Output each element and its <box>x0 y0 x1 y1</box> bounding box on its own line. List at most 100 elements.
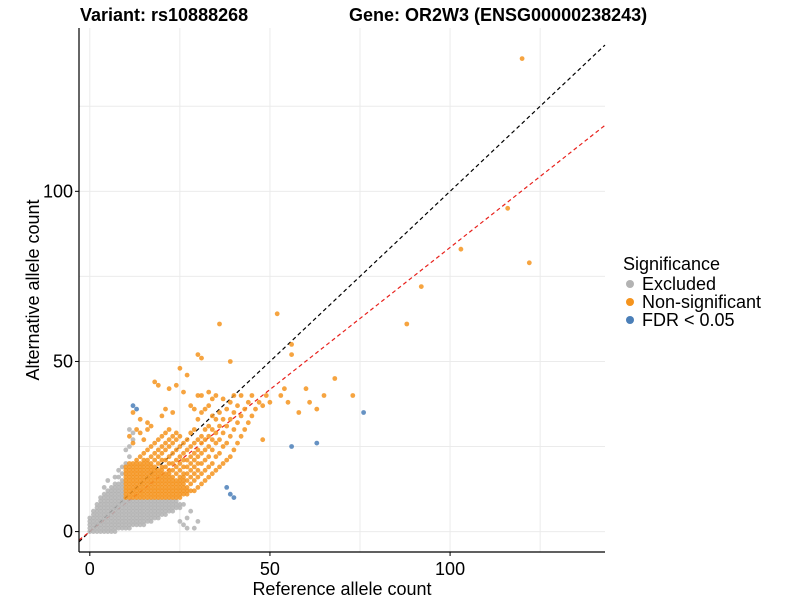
data-point <box>109 485 114 490</box>
data-point <box>227 454 233 460</box>
data-point <box>87 525 93 531</box>
legend-label: Excluded <box>642 274 716 294</box>
data-point <box>116 525 121 531</box>
data-point <box>112 491 118 497</box>
data-point <box>123 464 129 470</box>
data-point <box>173 382 179 388</box>
data-point <box>130 488 136 494</box>
data-point <box>101 495 107 500</box>
data-point <box>134 488 140 494</box>
data-point <box>177 502 183 507</box>
data-point <box>137 478 143 483</box>
data-point <box>163 502 168 507</box>
data-point <box>148 512 154 517</box>
data-point <box>148 491 154 497</box>
data-point <box>105 515 111 521</box>
data-point <box>87 519 93 524</box>
data-point <box>141 464 147 470</box>
data-point <box>188 467 194 473</box>
data-point <box>260 437 266 443</box>
data-point <box>137 461 143 466</box>
data-point <box>126 427 132 432</box>
data-point <box>199 393 204 398</box>
data-point <box>137 481 143 487</box>
data-point <box>98 525 103 531</box>
data-point <box>119 502 125 507</box>
data-point <box>199 410 204 415</box>
data-point <box>130 491 136 497</box>
data-point <box>159 450 165 456</box>
data-point <box>119 488 125 494</box>
data-point <box>213 393 219 398</box>
data-point <box>220 444 226 449</box>
data-point <box>184 525 190 531</box>
data-point <box>188 461 194 466</box>
data-point <box>177 488 183 494</box>
data-point <box>170 481 176 487</box>
data-point <box>130 485 136 490</box>
legend-key <box>626 280 634 288</box>
data-point <box>159 474 165 480</box>
data-point <box>123 481 129 487</box>
data-point <box>256 399 262 405</box>
data-point <box>173 491 179 497</box>
data-point <box>181 450 186 456</box>
data-point <box>130 430 136 436</box>
data-point <box>112 512 118 517</box>
data-point <box>163 498 168 504</box>
data-point <box>101 519 107 524</box>
data-point <box>148 488 154 494</box>
data-point <box>195 467 201 473</box>
data-point <box>177 495 183 500</box>
data-point <box>166 485 172 490</box>
data-point <box>112 525 118 531</box>
data-point <box>177 467 183 473</box>
data-point <box>112 505 118 511</box>
data-point <box>170 491 176 497</box>
data-point <box>188 403 194 409</box>
data-point <box>170 461 176 466</box>
y-tick-label: 100 <box>43 181 73 201</box>
data-point <box>184 464 190 470</box>
legend-key <box>626 298 634 306</box>
data-point <box>163 512 168 517</box>
data-point <box>155 467 161 473</box>
data-point <box>177 485 183 490</box>
data-point <box>278 393 284 398</box>
data-point <box>191 440 197 446</box>
data-point <box>134 505 140 511</box>
data-point <box>134 478 140 483</box>
data-point <box>303 386 309 392</box>
data-point <box>184 372 190 378</box>
data-point <box>220 461 226 466</box>
data-point <box>119 498 125 504</box>
data-point <box>134 464 140 470</box>
data-point <box>123 522 129 528</box>
data-point <box>173 495 179 500</box>
data-point <box>101 498 107 504</box>
data-point <box>126 488 132 494</box>
data-point <box>148 495 154 500</box>
data-point <box>94 508 100 514</box>
data-point <box>202 457 208 463</box>
data-point <box>94 512 100 517</box>
data-point <box>130 478 136 483</box>
data-point <box>181 457 186 463</box>
data-point <box>126 444 132 449</box>
data-point <box>116 519 121 524</box>
data-point <box>159 444 165 449</box>
data-point <box>173 437 179 443</box>
data-point <box>177 481 183 487</box>
data-point <box>109 522 114 528</box>
data-point <box>199 450 204 456</box>
data-point <box>137 467 143 473</box>
data-point <box>98 519 103 524</box>
data-point <box>119 508 125 514</box>
data-point <box>177 433 183 439</box>
data-point <box>245 420 251 426</box>
data-point <box>195 352 201 357</box>
data-point <box>105 498 111 504</box>
data-point <box>155 505 161 511</box>
data-point <box>242 406 248 412</box>
